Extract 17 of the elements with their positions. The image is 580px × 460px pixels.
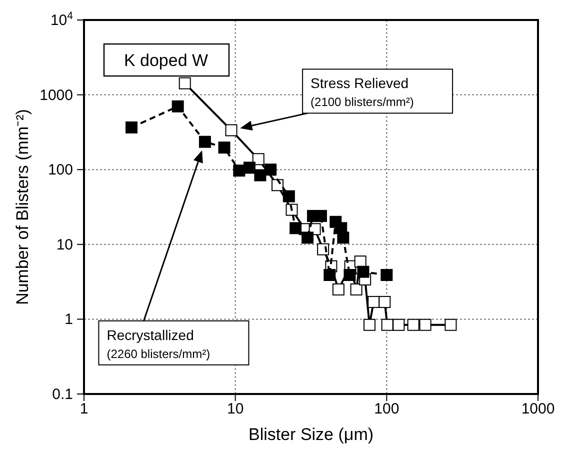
x-axis-title: Blister Size (μm) — [248, 425, 374, 444]
annotation: K doped W — [124, 51, 208, 70]
x-tick-label: 100 — [374, 400, 400, 418]
y-tick-label: 10 — [56, 236, 73, 254]
x-tick-label: 1 — [80, 400, 88, 418]
y-axis-title: Number of Blisters (mm⁻²) — [13, 109, 32, 305]
text: Recrystallized — [106, 326, 194, 343]
y-tick-label: 100 — [48, 162, 73, 179]
y-tick-label: 0.1 — [52, 386, 73, 403]
text: Stress Relieved — [310, 75, 409, 92]
y-tick-label: 1 — [64, 311, 73, 328]
annotation: (2100 blisters/mm²) — [310, 95, 414, 110]
y-tick-label: 10$^{4}$ — [50, 10, 74, 29]
y-tick-label: 1000 — [40, 86, 73, 104]
annotation: (2260 blisters/mm²) — [106, 346, 210, 361]
x-tick-label: 10 — [226, 400, 244, 418]
x-tick-label: 1000 — [521, 400, 555, 418]
